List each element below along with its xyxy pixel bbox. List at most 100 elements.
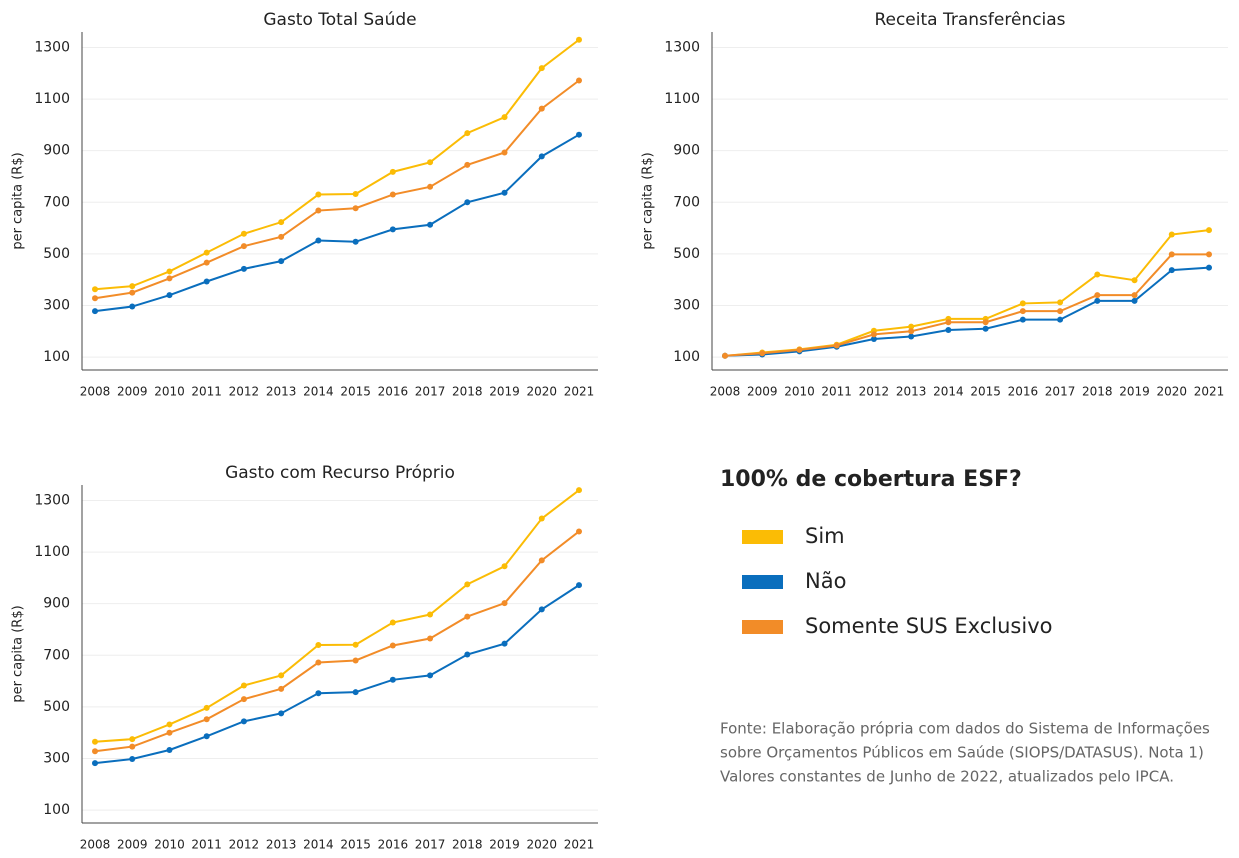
data-point [129, 736, 136, 743]
data-point [203, 278, 210, 285]
y-tick-label: 500 [43, 246, 70, 262]
data-point [129, 756, 136, 763]
data-point [1168, 267, 1175, 274]
x-tick-label: 2011 [821, 385, 852, 399]
data-point [278, 219, 285, 226]
data-point [501, 149, 508, 156]
x-tick-label: 2010 [154, 838, 185, 852]
legend-swatch [742, 575, 783, 589]
x-tick-label: 2015 [340, 838, 371, 852]
data-point [352, 689, 359, 696]
y-tick-label: 1300 [34, 39, 70, 55]
data-point [278, 233, 285, 240]
data-point [427, 672, 434, 679]
x-tick-label: 2019 [489, 838, 520, 852]
data-point [315, 207, 322, 214]
data-point [908, 333, 915, 340]
data-point [389, 642, 396, 649]
y-tick-label: 1100 [34, 544, 70, 560]
series-line [94, 79, 580, 300]
data-point [538, 557, 545, 564]
data-point [352, 205, 359, 212]
data-point [203, 704, 210, 711]
x-tick-label: 2021 [564, 838, 595, 852]
data-point [1206, 251, 1212, 258]
data-point [945, 327, 952, 334]
data-point [538, 105, 545, 112]
data-point [92, 738, 98, 745]
data-point [908, 328, 915, 335]
data-point [722, 352, 728, 359]
y-tick-label: 100 [673, 349, 700, 365]
data-point [278, 710, 285, 717]
data-point [240, 265, 247, 272]
data-point [129, 289, 136, 296]
data-point [796, 346, 803, 353]
x-tick-label: 2012 [229, 838, 260, 852]
x-tick-label: 2011 [191, 838, 222, 852]
data-point [389, 619, 396, 626]
data-point [759, 350, 766, 357]
data-point [982, 319, 989, 326]
x-tick-label: 2013 [266, 838, 297, 852]
data-point [427, 159, 434, 166]
y-tick-label: 900 [43, 596, 70, 612]
x-tick-label: 2008 [710, 385, 741, 399]
data-point [240, 682, 247, 689]
data-point [501, 114, 508, 121]
note-line: Fonte: Elaboração própria com dados do S… [720, 720, 1210, 738]
data-point [427, 635, 434, 642]
x-tick-label: 2014 [303, 838, 334, 852]
legend-label: Sim [805, 524, 845, 548]
x-tick-label: 2020 [1156, 385, 1187, 399]
y-tick-label: 300 [673, 297, 700, 313]
data-point [464, 581, 471, 588]
data-point [203, 259, 210, 266]
y-tick-label: 700 [673, 194, 700, 210]
data-point [389, 676, 396, 683]
data-point [870, 331, 877, 338]
y-tick-label: 500 [673, 246, 700, 262]
data-point [92, 760, 98, 767]
y-tick-label: 1300 [664, 39, 700, 55]
data-point [315, 237, 322, 244]
y-tick-label: 900 [43, 143, 70, 159]
x-tick-label: 2012 [229, 385, 260, 399]
chart-title: Receita Transferências [874, 10, 1065, 30]
data-point [1094, 271, 1101, 278]
legend-label: Não [805, 569, 846, 593]
x-tick-label: 2008 [80, 385, 111, 399]
data-point [203, 733, 210, 740]
data-point [92, 748, 98, 755]
data-point [464, 161, 471, 168]
data-point [166, 292, 173, 299]
x-tick-label: 2010 [154, 385, 185, 399]
data-point [315, 641, 322, 648]
data-point [464, 613, 471, 620]
note-line: Valores constantes de Junho de 2022, atu… [720, 768, 1174, 786]
series-line [724, 253, 1209, 357]
data-point [1057, 299, 1064, 306]
data-point [1131, 292, 1138, 299]
x-tick-label: 2020 [526, 838, 557, 852]
y-tick-label: 700 [43, 194, 70, 210]
data-point [538, 515, 545, 522]
data-point [203, 249, 210, 256]
y-tick-label: 300 [43, 750, 70, 766]
data-point [389, 226, 396, 233]
data-point [278, 685, 285, 692]
y-tick-label: 500 [43, 699, 70, 715]
x-tick-label: 2009 [747, 385, 778, 399]
data-point [240, 230, 247, 237]
data-point [352, 657, 359, 664]
data-point [501, 640, 508, 647]
y-axis-label: per capita (R$) [11, 152, 26, 249]
y-tick-label: 100 [43, 349, 70, 365]
data-point [240, 243, 247, 250]
legend-title: 100% de cobertura ESF? [720, 467, 1022, 492]
data-point [389, 191, 396, 198]
chart-title: Gasto com Recurso Próprio [225, 463, 455, 483]
series-line [94, 489, 580, 743]
data-point [92, 308, 98, 315]
data-point [129, 743, 136, 750]
